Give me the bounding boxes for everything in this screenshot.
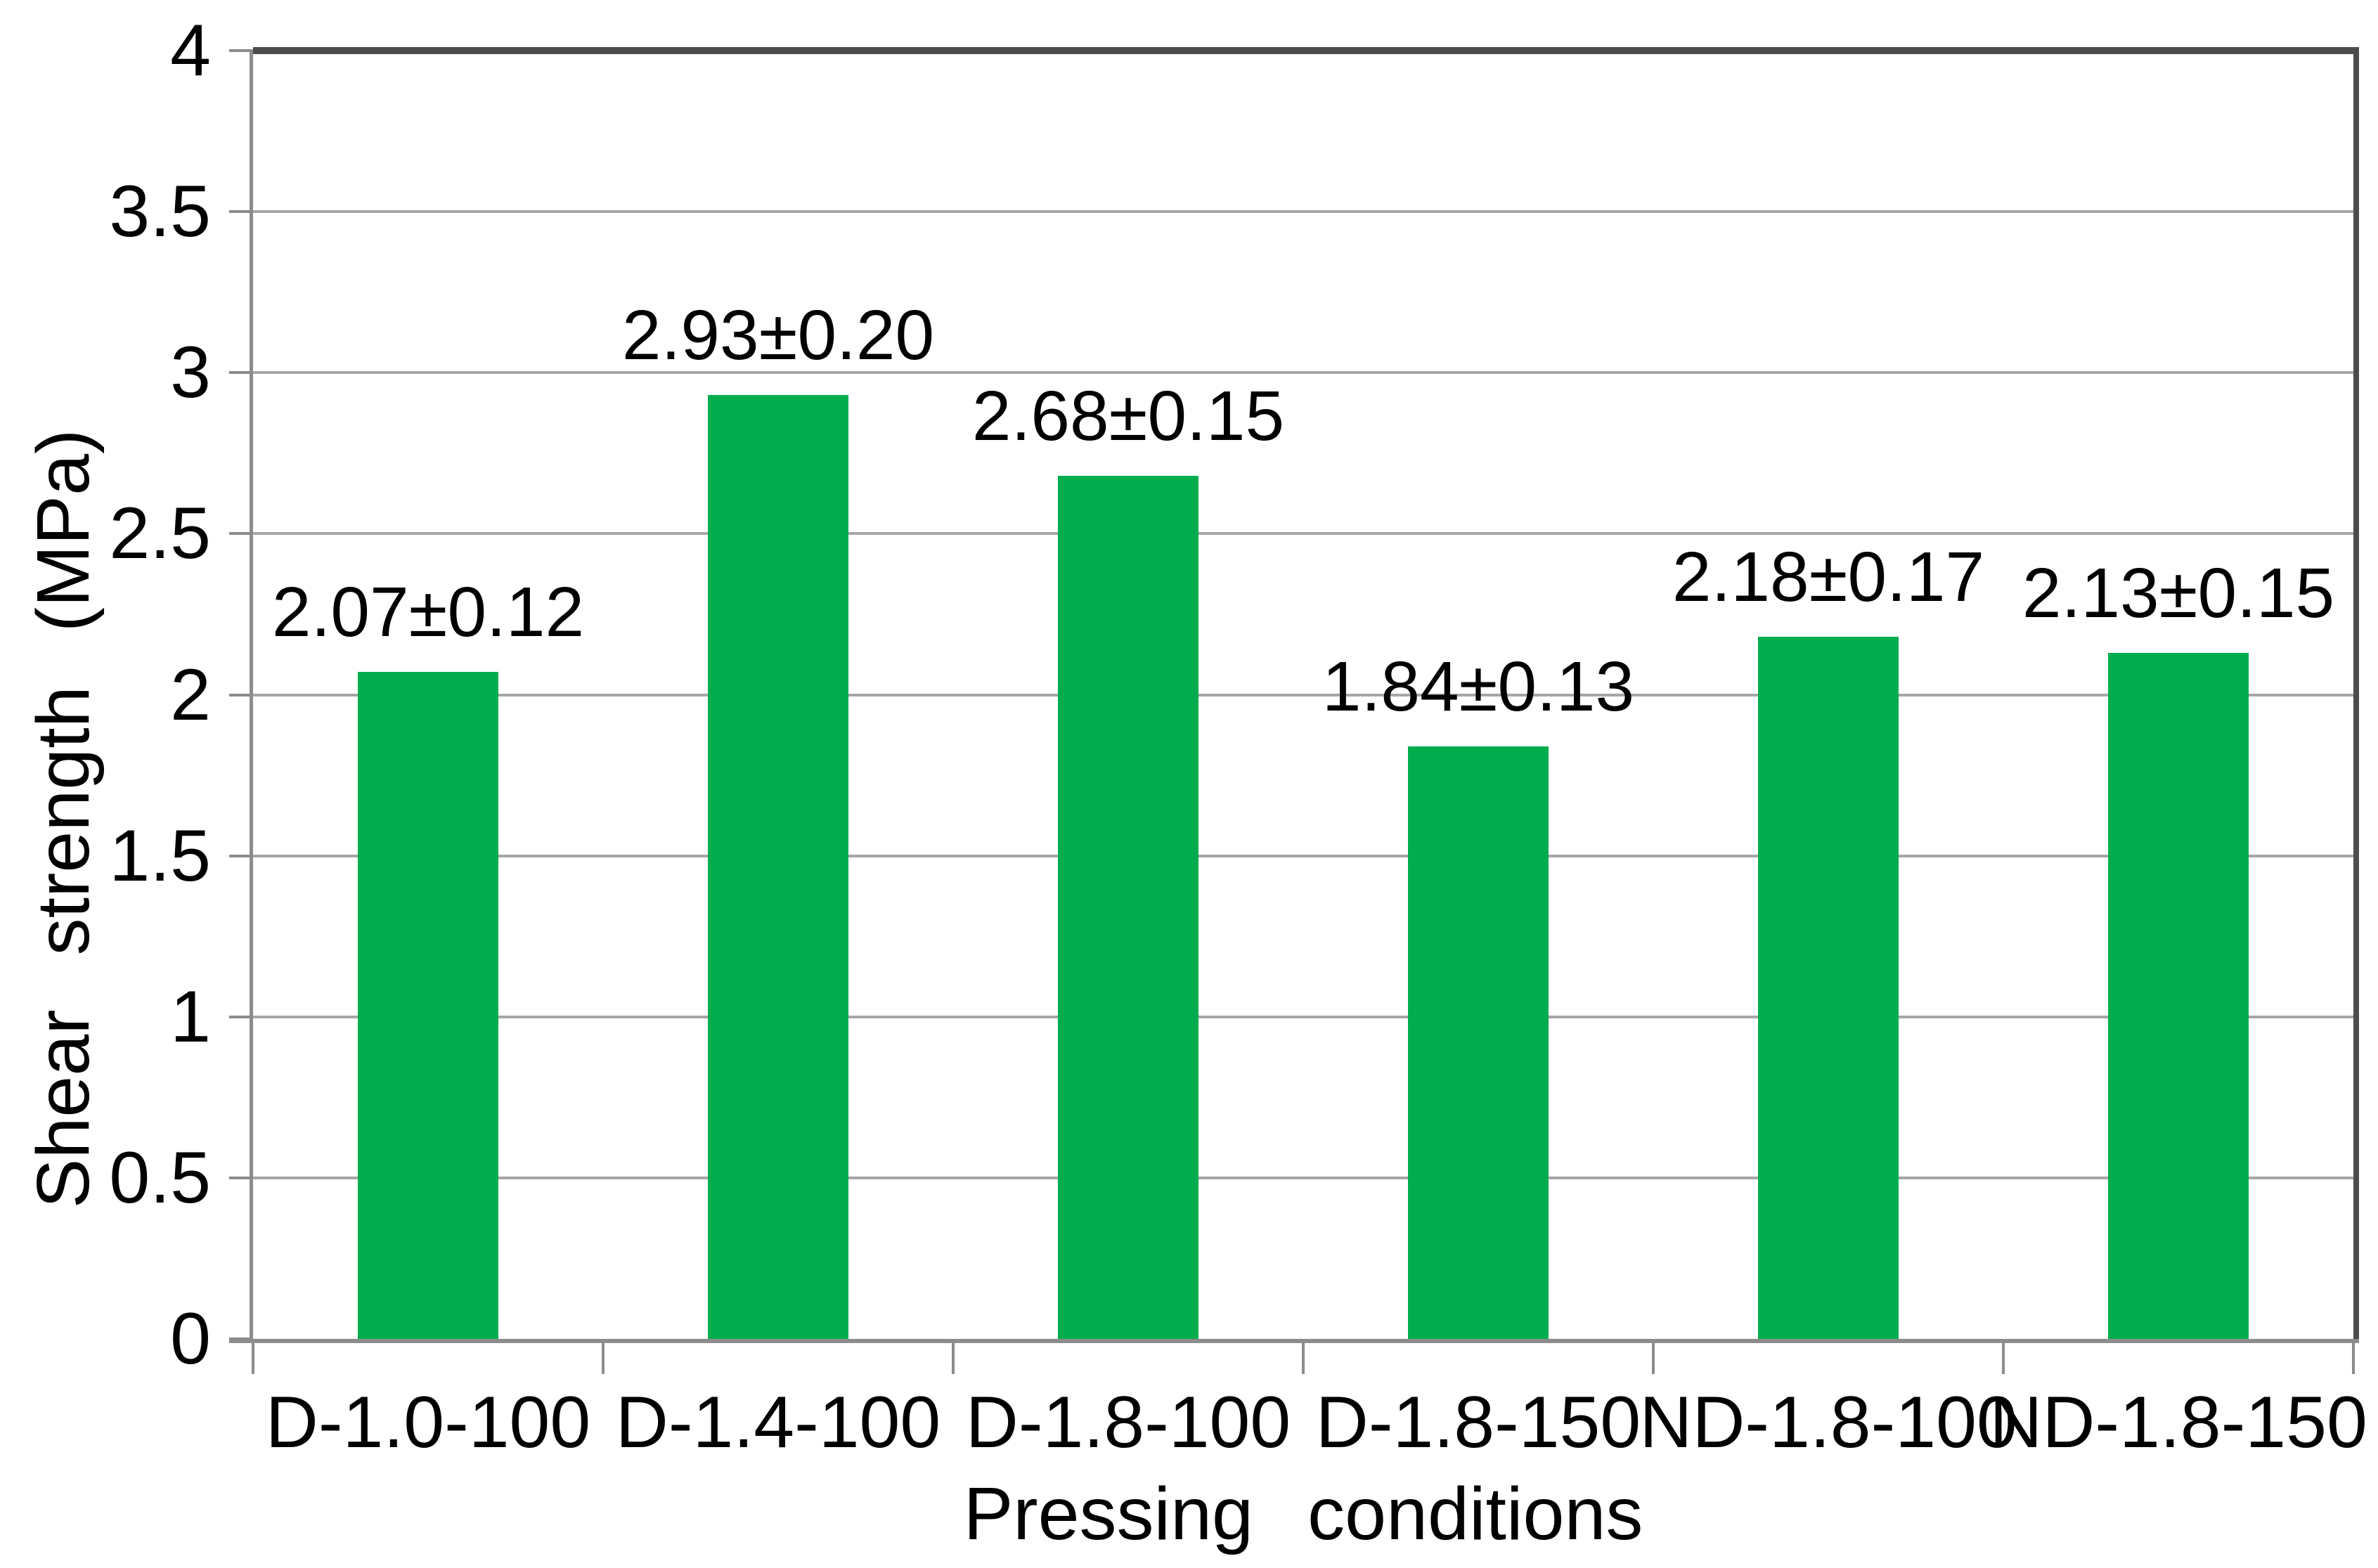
- y-tick-label: 4: [170, 10, 211, 91]
- y-tick-label: 3: [170, 332, 211, 414]
- x-tick-label: D-1.8-150: [1315, 1382, 1641, 1463]
- bar-value-label: 2.68±0.15: [971, 376, 1285, 455]
- bar-value-label: 2.18±0.17: [1672, 538, 1985, 616]
- y-tick-label: 1.5: [109, 815, 211, 897]
- y-tick-label: 1: [170, 976, 211, 1058]
- bar: [358, 672, 498, 1339]
- x-axis-tick: [952, 1339, 955, 1374]
- x-axis-line: [229, 1339, 2359, 1343]
- gridline: [253, 854, 2353, 857]
- y-axis-tick: [229, 49, 253, 52]
- plot-right-border: [2353, 51, 2359, 1339]
- bar-value-label: 2.13±0.15: [2022, 553, 2335, 633]
- x-axis-tick: [1652, 1339, 1655, 1374]
- y-axis-tick: [229, 693, 253, 696]
- x-axis-tick: [252, 1339, 254, 1374]
- bar: [1058, 475, 1198, 1339]
- y-axis-tick: [229, 1176, 253, 1179]
- x-tick-label: D-1.0-100: [265, 1382, 591, 1463]
- plot-top-border: [253, 47, 2359, 54]
- bar: [2108, 652, 2249, 1339]
- x-tick-label: D-1.8-100: [965, 1382, 1291, 1463]
- x-axis-tick: [2352, 1339, 2355, 1374]
- x-tick-label: D-1.4-100: [615, 1382, 941, 1463]
- x-axis-tick: [602, 1339, 605, 1374]
- y-tick-label: 0.5: [109, 1136, 211, 1219]
- y-axis-tick: [229, 371, 253, 375]
- y-axis-tick: [229, 854, 253, 857]
- bar: [1408, 746, 1549, 1339]
- gridline: [253, 1176, 2353, 1179]
- y-tick-label: 2: [170, 654, 211, 736]
- y-tick-label: 3.5: [109, 171, 211, 253]
- bar: [708, 395, 848, 1339]
- bar: [1758, 637, 1899, 1339]
- x-tick-label: ND-1.8-100: [1639, 1382, 2017, 1463]
- x-axis-tick: [1302, 1339, 1305, 1374]
- x-axis-title: Pressing conditions: [963, 1472, 1643, 1555]
- y-axis-tick: [229, 210, 253, 214]
- bar-value-label: 1.84±0.13: [1322, 647, 1635, 726]
- gridline: [253, 371, 2353, 375]
- gridline: [253, 210, 2353, 214]
- x-axis-tick: [2002, 1339, 2005, 1374]
- y-axis-tick: [229, 532, 253, 536]
- y-axis-tick: [229, 1015, 253, 1018]
- y-axis-line: [250, 51, 253, 1339]
- gridline: [253, 532, 2353, 536]
- gridline: [253, 693, 2353, 696]
- y-tick-label: 0: [170, 1298, 211, 1380]
- bar-value-label: 2.93±0.20: [621, 296, 935, 375]
- x-tick-label: ND-1.8-150: [1989, 1382, 2367, 1463]
- bar-value-label: 2.07±0.12: [271, 573, 585, 652]
- gridline: [253, 1015, 2353, 1018]
- y-tick-label: 2.5: [109, 493, 211, 575]
